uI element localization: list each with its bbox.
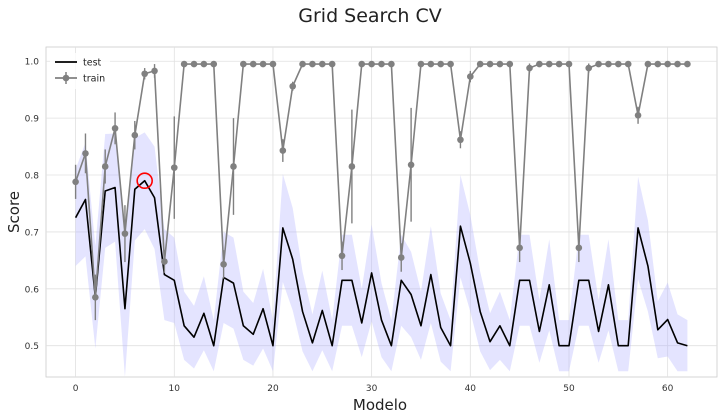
- y-tick-labels: 0.5 0.6 0.7 0.8 0.9 1.0: [25, 58, 40, 352]
- chart-title: Grid Search CV: [298, 5, 442, 27]
- train-point: [92, 294, 99, 301]
- x-tick-label: 30: [366, 384, 378, 394]
- train-point: [407, 161, 415, 169]
- y-axis-label: Score: [5, 191, 23, 233]
- legend-train-label: train: [83, 74, 105, 85]
- y-tick-label: 0.7: [25, 228, 39, 238]
- train-point: [141, 70, 148, 78]
- best-model-highlight: [136, 172, 153, 190]
- y-tick-label: 0.9: [25, 115, 40, 125]
- test-line: [74, 179, 688, 347]
- x-tick-label: 40: [465, 384, 477, 394]
- train-point: [338, 252, 346, 260]
- train-point: [634, 111, 642, 119]
- test-series: [74, 179, 688, 347]
- train-point: [437, 60, 445, 68]
- train-point: [644, 60, 652, 68]
- train-point: [516, 244, 523, 252]
- x-tick-label: 50: [563, 384, 575, 394]
- test-std-band: [75, 132, 688, 377]
- train-point: [555, 60, 563, 68]
- train-point: [240, 60, 247, 68]
- train-point: [299, 60, 306, 68]
- x-tick-label: 0: [73, 384, 79, 394]
- train-point: [615, 60, 622, 68]
- train-point: [476, 60, 484, 68]
- train-point: [496, 60, 504, 68]
- train-point: [200, 60, 208, 68]
- y-tick-label: 0.6: [25, 285, 40, 295]
- y-tick-label: 0.5: [25, 342, 39, 352]
- x-tick-labels: 0 10 20 30 40 50 60: [73, 384, 674, 394]
- train-point: [605, 60, 612, 68]
- legend-frame: [50, 53, 110, 89]
- train-point: [180, 60, 188, 68]
- train-point: [328, 60, 336, 68]
- train-point: [101, 163, 109, 170]
- x-tick-label: 20: [267, 384, 279, 394]
- train-point: [289, 82, 296, 90]
- grid-lines: [46, 47, 717, 377]
- train-point: [457, 136, 464, 144]
- train-point: [575, 244, 583, 252]
- train-series: [72, 60, 691, 321]
- train-point: [585, 64, 593, 72]
- train-point: [151, 67, 158, 75]
- train-point: [279, 147, 287, 154]
- train-point: [595, 60, 602, 68]
- legend-train-marker: [62, 74, 70, 82]
- train-point: [170, 164, 178, 171]
- train-point: [397, 254, 405, 261]
- train-point: [506, 60, 514, 68]
- train-point: [417, 60, 425, 68]
- train-point: [131, 131, 139, 139]
- y-tick-label: 1.0: [25, 58, 40, 68]
- best-model-marker: [136, 172, 153, 190]
- test-std-band-area: [75, 132, 688, 377]
- train-point: [259, 60, 267, 68]
- train-point: [467, 73, 474, 80]
- legend: test train: [50, 53, 110, 89]
- train-point: [545, 60, 553, 68]
- train-point: [249, 60, 257, 68]
- x-axis-label: Modelo: [353, 396, 407, 414]
- train-point: [486, 60, 494, 68]
- train-point: [526, 64, 533, 72]
- train-point: [654, 60, 662, 68]
- train-point: [190, 60, 198, 68]
- train-point: [368, 60, 375, 68]
- train-point: [121, 230, 129, 237]
- train-point: [210, 60, 218, 68]
- train-point: [684, 60, 691, 68]
- train-point: [348, 163, 356, 170]
- train-point: [674, 60, 681, 68]
- train-point: [358, 60, 366, 68]
- train-point: [230, 163, 237, 170]
- train-point: [536, 60, 543, 68]
- train-point: [388, 60, 395, 68]
- legend-test-label: test: [83, 58, 102, 69]
- train-point: [378, 60, 385, 68]
- train-point: [318, 60, 326, 68]
- train-point: [72, 178, 79, 186]
- train-point: [664, 60, 671, 68]
- train-point: [427, 60, 435, 68]
- train-point: [565, 60, 573, 68]
- x-tick-label: 10: [169, 384, 181, 394]
- train-point: [111, 125, 119, 132]
- x-tick-label: 60: [662, 384, 674, 394]
- train-point: [309, 60, 316, 68]
- train-point: [82, 150, 89, 157]
- y-tick-label: 0.8: [25, 172, 40, 182]
- train-point: [269, 60, 277, 68]
- train-point: [161, 258, 168, 265]
- train-point: [220, 261, 227, 268]
- train-point: [624, 60, 632, 68]
- train-point: [447, 60, 454, 68]
